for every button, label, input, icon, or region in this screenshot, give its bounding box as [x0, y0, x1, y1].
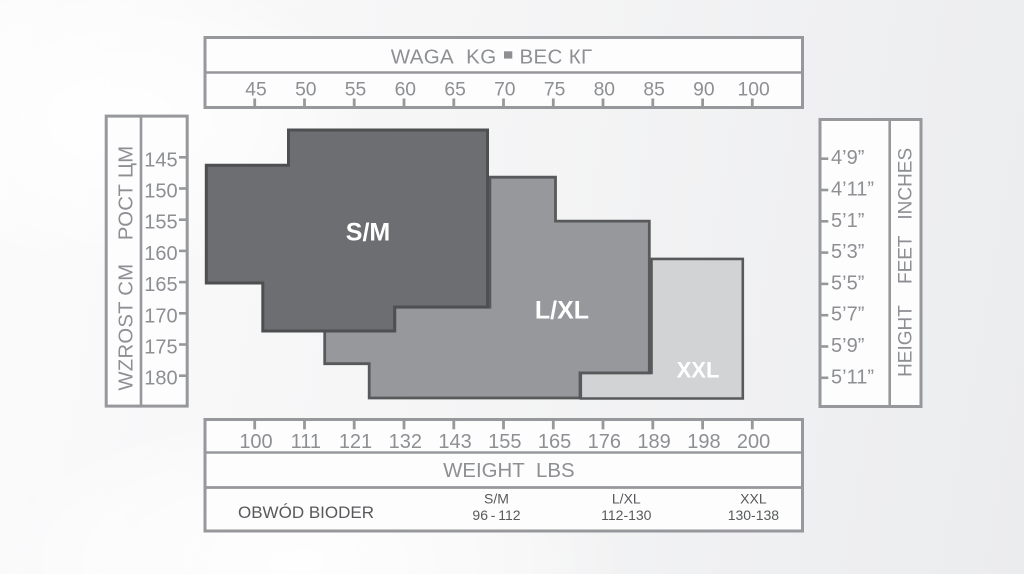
svg-text:WZROST CM РОСТ ЦМ: WZROST CM РОСТ ЦМ: [116, 146, 138, 391]
svg-text:ВЕС КГ: ВЕС КГ: [520, 46, 593, 69]
svg-text:S/M: S/M: [346, 218, 390, 246]
svg-text:5’1”: 5’1”: [831, 210, 864, 232]
svg-text:WEIGHT LBS: WEIGHT LBS: [443, 460, 574, 482]
svg-text:S/M: S/M: [484, 490, 509, 506]
svg-text:170: 170: [144, 305, 177, 327]
svg-text:5’9”: 5’9”: [831, 335, 864, 357]
svg-text:150: 150: [144, 181, 177, 203]
svg-text:200: 200: [737, 431, 770, 453]
svg-text:160: 160: [144, 243, 177, 265]
svg-text:180: 180: [144, 368, 177, 390]
svg-text:45: 45: [245, 80, 266, 101]
svg-text:5’5”: 5’5”: [831, 272, 864, 294]
svg-text:143: 143: [438, 431, 471, 453]
svg-text:96 - 112: 96 - 112: [472, 507, 520, 523]
svg-text:XXL: XXL: [740, 490, 767, 506]
svg-text:155: 155: [144, 212, 177, 234]
svg-text:XXL: XXL: [677, 357, 720, 382]
svg-text:65: 65: [444, 80, 465, 101]
svg-text:198: 198: [687, 431, 720, 453]
svg-text:100: 100: [239, 431, 272, 453]
svg-text:4’9”: 4’9”: [831, 147, 864, 169]
svg-text:5’7”: 5’7”: [831, 304, 864, 326]
svg-text:60: 60: [395, 80, 416, 101]
svg-text:165: 165: [144, 274, 177, 296]
svg-text:130-138: 130-138: [728, 507, 780, 523]
svg-text:189: 189: [637, 431, 670, 453]
svg-text:4’11”: 4’11”: [831, 179, 874, 201]
svg-text:80: 80: [594, 80, 615, 101]
svg-text:WAGA KG: WAGA KG: [391, 46, 497, 69]
svg-text:155: 155: [488, 431, 521, 453]
svg-text:112-130: 112-130: [601, 507, 652, 523]
svg-text:5’3”: 5’3”: [831, 241, 864, 263]
svg-text:50: 50: [295, 80, 316, 101]
svg-text:121: 121: [339, 431, 372, 453]
svg-text:132: 132: [389, 431, 422, 453]
svg-text:75: 75: [544, 80, 565, 101]
svg-text:175: 175: [144, 337, 177, 359]
svg-text:OBWÓD BIODER: OBWÓD BIODER: [238, 503, 374, 522]
svg-text:165: 165: [538, 431, 571, 453]
svg-text:70: 70: [494, 80, 515, 101]
svg-text:55: 55: [345, 80, 366, 101]
svg-text:85: 85: [643, 80, 664, 101]
svg-text:HEIGHT FEET INCHES: HEIGHT FEET INCHES: [896, 148, 917, 377]
svg-text:90: 90: [693, 80, 714, 101]
svg-text:L/XL: L/XL: [612, 490, 641, 506]
svg-text:L/XL: L/XL: [535, 296, 589, 324]
svg-text:111: 111: [291, 431, 321, 453]
svg-text:5’11”: 5’11”: [831, 366, 874, 388]
svg-text:145: 145: [144, 149, 177, 171]
svg-text:100: 100: [738, 80, 770, 101]
svg-text:176: 176: [588, 431, 621, 453]
